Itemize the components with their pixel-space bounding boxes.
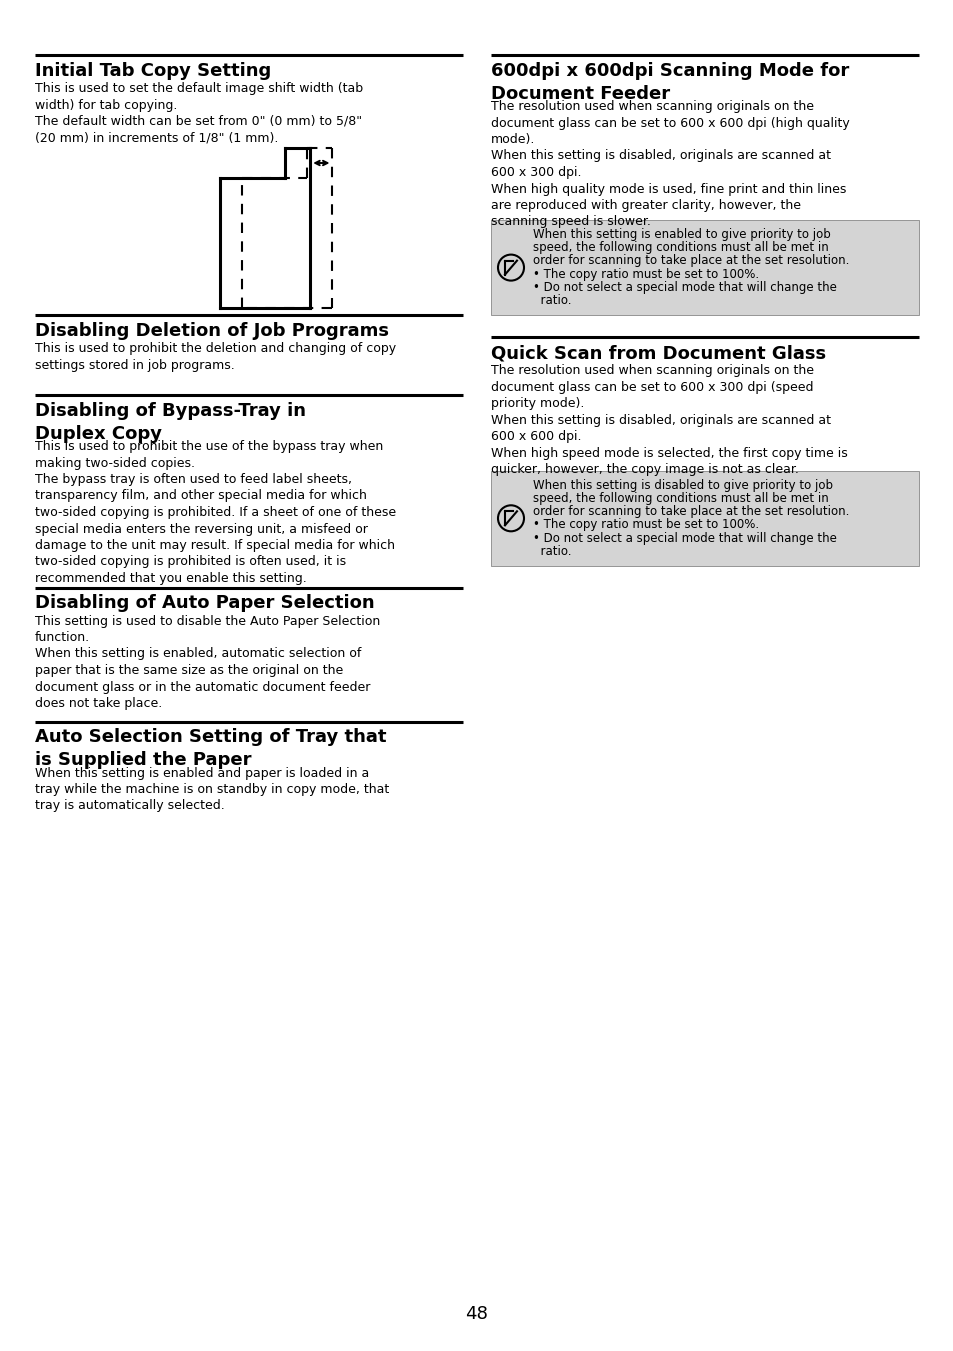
Text: When this setting is disabled to give priority to job: When this setting is disabled to give pr… (533, 478, 832, 492)
Text: This is used to set the default image shift width (tab
width) for tab copying.
T: This is used to set the default image sh… (35, 82, 363, 145)
Text: When this setting is enabled to give priority to job: When this setting is enabled to give pri… (533, 228, 830, 240)
Bar (491, 470, 918, 566)
Text: • The copy ratio must be set to 100%.: • The copy ratio must be set to 100%. (533, 519, 759, 531)
Text: 48: 48 (465, 1305, 488, 1323)
Text: The resolution used when scanning originals on the
document glass can be set to : The resolution used when scanning origin… (491, 365, 847, 476)
Text: • Do not select a special mode that will change the: • Do not select a special mode that will… (533, 531, 836, 544)
Bar (491, 220, 918, 315)
Text: 600dpi x 600dpi Scanning Mode for
Document Feeder: 600dpi x 600dpi Scanning Mode for Docume… (491, 62, 848, 103)
Text: ratio.: ratio. (533, 544, 571, 558)
Text: This is used to prohibit the deletion and changing of copy
settings stored in jo: This is used to prohibit the deletion an… (35, 342, 395, 372)
Text: ratio.: ratio. (533, 295, 571, 307)
Text: This is used to prohibit the use of the bypass tray when
making two-sided copies: This is used to prohibit the use of the … (35, 440, 395, 585)
Text: • The copy ratio must be set to 100%.: • The copy ratio must be set to 100%. (533, 267, 759, 281)
Text: • Do not select a special mode that will change the: • Do not select a special mode that will… (533, 281, 836, 293)
Text: Disabling of Bypass-Tray in
Duplex Copy: Disabling of Bypass-Tray in Duplex Copy (35, 403, 306, 443)
Text: speed, the following conditions must all be met in: speed, the following conditions must all… (533, 242, 828, 254)
Text: Initial Tab Copy Setting: Initial Tab Copy Setting (35, 62, 271, 80)
Text: Auto Selection Setting of Tray that
is Supplied the Paper: Auto Selection Setting of Tray that is S… (35, 728, 386, 770)
Text: The resolution used when scanning originals on the
document glass can be set to : The resolution used when scanning origin… (491, 100, 849, 228)
Text: order for scanning to take place at the set resolution.: order for scanning to take place at the … (533, 254, 848, 267)
Text: speed, the following conditions must all be met in: speed, the following conditions must all… (533, 492, 828, 505)
Text: When this setting is enabled and paper is loaded in a
tray while the machine is : When this setting is enabled and paper i… (35, 766, 389, 812)
Text: Disabling of Auto Paper Selection: Disabling of Auto Paper Selection (35, 594, 375, 612)
Text: order for scanning to take place at the set resolution.: order for scanning to take place at the … (533, 505, 848, 517)
Text: This setting is used to disable the Auto Paper Selection
function.
When this set: This setting is used to disable the Auto… (35, 615, 380, 711)
Text: Disabling Deletion of Job Programs: Disabling Deletion of Job Programs (35, 322, 389, 340)
Text: Quick Scan from Document Glass: Quick Scan from Document Glass (491, 345, 825, 362)
